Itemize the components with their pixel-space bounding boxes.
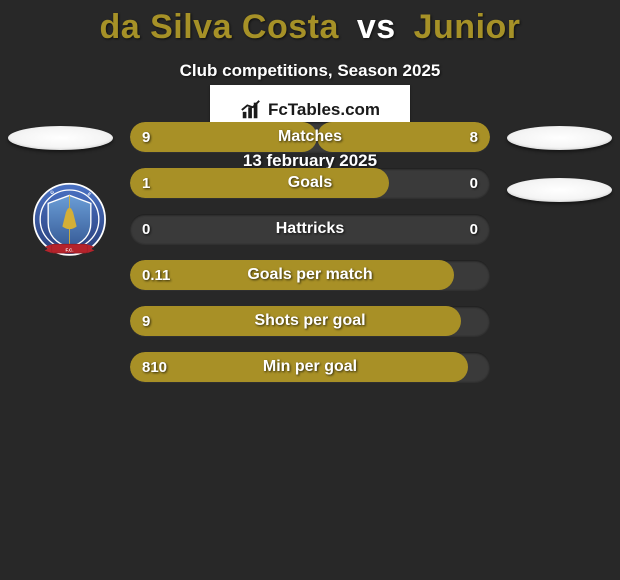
stat-value-left: 0 <box>142 214 150 244</box>
player2-name: Junior <box>414 8 521 46</box>
player1-club-slot-1 <box>8 126 113 150</box>
branding-text: FcTables.com <box>268 100 380 120</box>
player1-name: da Silva Costa <box>99 8 338 46</box>
stat-bars: 98Matches10Goals00Hattricks0.11Goals per… <box>110 122 510 398</box>
stat-bar-left <box>130 260 454 290</box>
subtitle: Club competitions, Season 2025 <box>0 61 620 81</box>
stat-value-right: 0 <box>470 168 478 198</box>
player2-club-slot-2 <box>507 178 612 202</box>
svg-text:F.C.: F.C. <box>66 247 74 252</box>
page-title: da Silva Costa vs Junior <box>0 0 620 47</box>
stat-row: 9Shots per goal <box>130 306 490 336</box>
stat-bar-left <box>130 306 461 336</box>
stat-row: 0 0Hattricks <box>130 214 490 244</box>
branding-icon <box>240 99 262 121</box>
vs-text: vs <box>357 8 396 46</box>
stat-row: 10Goals <box>130 168 490 198</box>
stat-label: Hattricks <box>130 214 490 244</box>
player2-club-slot-1 <box>507 126 612 150</box>
stat-bar-left <box>130 122 317 152</box>
player1-club-badge: F.C. G E <box>22 182 117 262</box>
stat-value-right: 0 <box>470 214 478 244</box>
stat-row: 810Min per goal <box>130 352 490 382</box>
stat-bar-left <box>130 168 389 198</box>
stat-row: 0.11Goals per match <box>130 260 490 290</box>
stat-bar-left <box>130 352 468 382</box>
stat-row: 98Matches <box>130 122 490 152</box>
stat-bar-right <box>317 122 490 152</box>
